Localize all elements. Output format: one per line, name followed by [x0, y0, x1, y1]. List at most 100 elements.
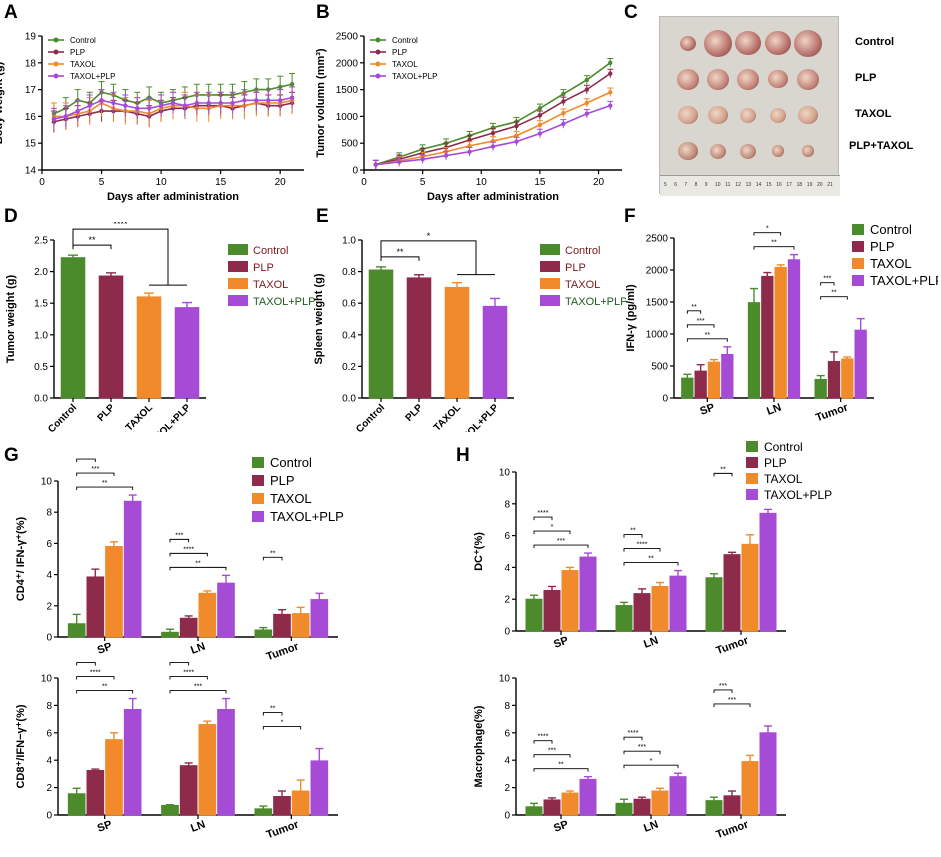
- bar-tumor-control: [814, 378, 827, 399]
- ruler-tick-label: 17: [786, 182, 792, 188]
- significance-label: ***: [194, 684, 202, 691]
- y-tick-label: 6: [46, 539, 52, 550]
- legend-marker: [53, 49, 59, 55]
- data-point: [584, 87, 590, 92]
- data-point: [420, 157, 425, 162]
- data-point: [277, 98, 283, 103]
- ruler-tick-label: 9: [704, 182, 708, 188]
- data-point: [170, 100, 176, 106]
- x-tick-label: PLP: [96, 402, 118, 424]
- bar-ln-taxol: [651, 790, 669, 816]
- x-tick-label: LN: [189, 641, 207, 657]
- y-tick-label: 1.5: [34, 299, 48, 310]
- significance-bracket: [76, 486, 134, 491]
- significance-label: ****: [538, 510, 549, 517]
- bar-ln-taxol: [651, 585, 669, 632]
- legend-swatch: [252, 475, 264, 486]
- bar-sp-plp: [543, 799, 561, 816]
- ruler-tick-label: 5: [664, 182, 667, 188]
- data-point: [608, 103, 613, 108]
- legend-label: PLP: [270, 473, 295, 488]
- legend-swatch: [228, 278, 248, 289]
- bar-ln-taxol-plp: [669, 776, 687, 816]
- bar-sp-plp: [543, 589, 561, 632]
- legend-label: PLP: [565, 262, 586, 274]
- bar-tumor-control: [705, 577, 723, 632]
- y-tick-label: 2500: [646, 234, 669, 245]
- tumor-sample: [676, 68, 700, 90]
- legend-marker: [53, 37, 59, 43]
- legend-label: TAXOL+PLP: [70, 72, 115, 81]
- significance-bracket: [713, 703, 751, 707]
- legend-label: TAXOL+PLP: [392, 72, 437, 81]
- significance-bracket: [820, 296, 848, 300]
- y-tick-label: 6: [504, 531, 510, 542]
- y-tick-label: 4: [504, 756, 510, 767]
- data-point: [396, 159, 402, 165]
- legend-label: TAXOL: [270, 491, 312, 506]
- ruler-tick-label: 16: [776, 182, 782, 188]
- significance-label: *: [551, 524, 554, 531]
- tumor-sample: [770, 107, 786, 123]
- data-point: [63, 114, 69, 119]
- significance-label: **: [648, 556, 654, 563]
- legend-label: Control: [270, 455, 312, 470]
- y-tick-label: 2: [504, 783, 510, 794]
- y-axis-label: CD8⁺/IFN−γ⁺(%): [15, 704, 27, 788]
- significance-bracket: [713, 689, 733, 693]
- data-point: [277, 84, 283, 90]
- x-tick-label: 5: [99, 177, 105, 188]
- y-tick-label: 8: [504, 701, 510, 712]
- data-point: [490, 130, 496, 136]
- data-point: [146, 106, 152, 111]
- bar-plp: [98, 275, 124, 399]
- y-tick-label: 10: [499, 468, 511, 479]
- x-tick-label: LN: [765, 402, 783, 418]
- significance-label: ***: [638, 744, 646, 751]
- data-point: [289, 95, 295, 100]
- data-point: [561, 121, 566, 127]
- significance-label: ***: [728, 697, 736, 704]
- significance-label: ****: [538, 734, 549, 741]
- significance-label: ****: [183, 546, 194, 553]
- y-tick-label: 0: [46, 633, 52, 644]
- bar-sp-control: [67, 623, 86, 638]
- bar-ln-plp: [179, 617, 198, 638]
- significance-label: **: [195, 560, 201, 567]
- legend-label: Control: [70, 36, 96, 45]
- significance-bracket: [533, 740, 553, 744]
- data-point: [51, 116, 57, 122]
- bar-taxol: [444, 286, 470, 399]
- panel-label-e: E: [316, 206, 329, 227]
- y-tick-label: 1.0: [342, 236, 356, 247]
- bar-ln-taxol-plp: [217, 582, 235, 638]
- bar-plp: [406, 277, 432, 399]
- significance-bracket: [76, 676, 115, 680]
- legend-label: Control: [392, 36, 418, 45]
- y-tick-label: 2000: [646, 266, 669, 277]
- significance-bracket: [820, 282, 835, 286]
- data-point: [158, 103, 164, 108]
- bar-tumor-taxol-plp: [759, 732, 777, 816]
- photo-row-label-taxol: TAXOL: [855, 108, 892, 120]
- tumor-sample: [771, 145, 785, 157]
- legend-swatch: [746, 473, 758, 484]
- bar-tumor-taxol: [741, 543, 759, 632]
- tumor-sample: [768, 70, 788, 88]
- x-tick-label: Tumor: [715, 634, 751, 657]
- chart-b-tumor-volume: 0 500 1000 1500 2000 2500 Tumor volumn (mm³) 0 5…: [315, 32, 622, 203]
- data-point: [561, 91, 566, 97]
- y-tick-label: 1500: [646, 298, 669, 309]
- y-tick-label: 8: [504, 499, 510, 510]
- bar-sp-taxol-plp: [579, 556, 597, 632]
- data-point: [467, 143, 472, 149]
- y-tick-label: 4: [46, 756, 52, 767]
- legend-marker: [375, 73, 381, 79]
- y-tick-label: 2500: [336, 32, 359, 43]
- significance-bracket: [169, 552, 208, 557]
- data-point: [608, 71, 613, 76]
- bar-tumor-taxol: [841, 358, 854, 399]
- bar-sp-control: [681, 377, 694, 399]
- significance-label: **: [102, 480, 108, 487]
